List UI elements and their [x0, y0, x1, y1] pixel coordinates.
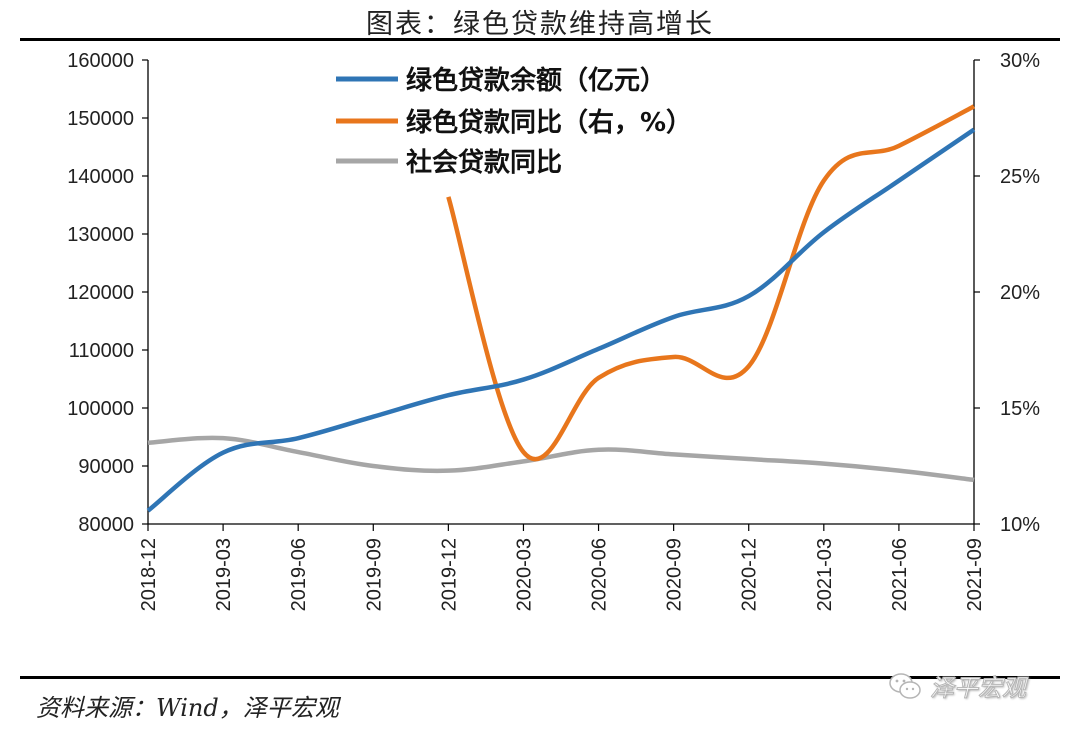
axes: 80000 90000 100000 110000 120000 130000 140000… — [67, 50, 1040, 611]
x-tick-label: 2018-12 — [138, 538, 160, 611]
y-left-tick-label: 120000 — [67, 282, 134, 304]
y-right-tick-label: 25% — [1000, 166, 1040, 188]
x-tick-label: 2020-03 — [513, 538, 535, 611]
source-note: 资料来源：Wind，泽平宏观 — [36, 694, 339, 722]
legend-label: 社会贷款同比 — [406, 147, 562, 178]
y-left-tick-label: 80000 — [78, 514, 134, 536]
chart-title: 图表：绿色贷款维持高增长 — [366, 9, 714, 40]
y-left-tick-label: 150000 — [67, 108, 134, 130]
y-left-tick-label: 90000 — [78, 456, 134, 478]
y-right-tick-label: 30% — [1000, 50, 1040, 72]
x-tick-label: 2019-06 — [288, 538, 310, 611]
y-left-tick-label: 140000 — [67, 166, 134, 188]
x-tick-label: 2019-09 — [363, 538, 385, 611]
x-tick-label: 2021-06 — [889, 538, 911, 611]
wechat-icon — [889, 672, 921, 699]
x-tick-label: 2019-12 — [438, 538, 460, 611]
x-tick-label: 2020-06 — [589, 538, 611, 611]
watermark: 泽平宏观 — [888, 668, 1027, 703]
y-right-tick-label: 20% — [1000, 282, 1040, 304]
y-right-tick-label: 15% — [1000, 398, 1040, 420]
y-left-tick-label: 160000 — [67, 50, 134, 72]
series-line-0 — [146, 127, 976, 513]
legend-label: 绿色贷款同比（右，%） — [406, 107, 692, 138]
legend-label: 绿色贷款余额（亿元） — [406, 65, 666, 96]
watermark-text: 泽平宏观 — [930, 674, 1027, 703]
legend: 绿色贷款余额（亿元） 绿色贷款同比（右，%） 社会贷款同比 — [336, 65, 692, 178]
series-line-1 — [446, 104, 976, 462]
series-line-2 — [147, 435, 975, 483]
x-tick-label: 2021-09 — [964, 538, 986, 611]
y-left-tick-label: 100000 — [67, 398, 134, 420]
x-tick-label: 2021-03 — [814, 538, 836, 611]
series-lines — [146, 104, 976, 513]
x-tick-label: 2019-03 — [213, 538, 235, 611]
bottom-rule — [20, 676, 1060, 679]
y-left-tick-label: 110000 — [69, 340, 134, 362]
x-tick-label: 2020-09 — [664, 538, 686, 611]
y-left-tick-label: 130000 — [67, 224, 134, 246]
x-tick-label: 2020-12 — [739, 538, 761, 611]
y-right-tick-label: 10% — [1000, 514, 1040, 536]
top-rule — [20, 38, 1060, 41]
